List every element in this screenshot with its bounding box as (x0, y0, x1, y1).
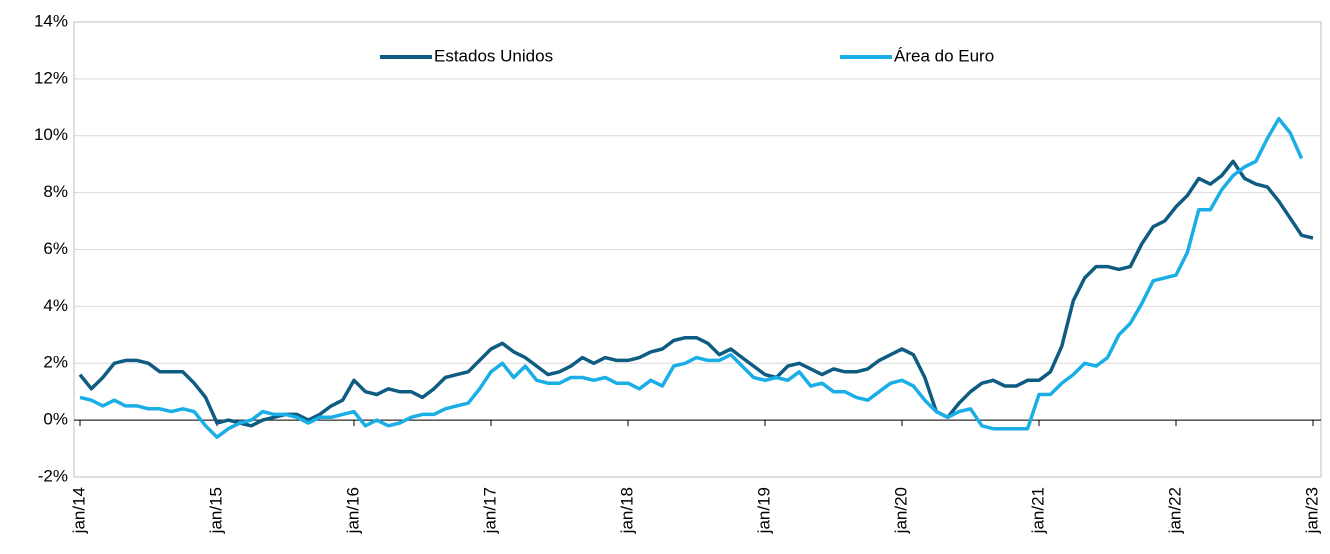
plot-border (73, 21, 1322, 478)
y-tick-label: -2% (38, 466, 68, 485)
x-tick-label: jan/19 (754, 487, 773, 534)
series-line (78, 159, 1314, 428)
y-tick-label: 10% (34, 125, 68, 144)
x-tick-label: jan/16 (343, 487, 362, 534)
legend-label: Área do Euro (894, 46, 994, 65)
y-tick-label: 14% (34, 11, 68, 30)
y-tick-label: 6% (43, 239, 68, 258)
x-tick-label: jan/23 (1302, 487, 1321, 534)
x-tick-label: jan/18 (617, 487, 636, 534)
x-tick-label: jan/17 (480, 487, 499, 534)
y-tick-label: 8% (43, 182, 68, 201)
x-tick-label: jan/22 (1165, 487, 1184, 534)
y-tick-label: 0% (43, 410, 68, 429)
x-tick-label: jan/21 (1028, 487, 1047, 534)
x-tick-label: jan/14 (69, 487, 88, 534)
y-tick-label: 2% (43, 353, 68, 372)
legend-label: Estados Unidos (434, 46, 553, 65)
series-line (79, 116, 1304, 439)
x-tick-label: jan/20 (891, 487, 910, 534)
y-tick-label: 12% (34, 68, 68, 87)
y-tick-label: 4% (43, 296, 68, 315)
x-tick-label: jan/15 (206, 487, 225, 534)
